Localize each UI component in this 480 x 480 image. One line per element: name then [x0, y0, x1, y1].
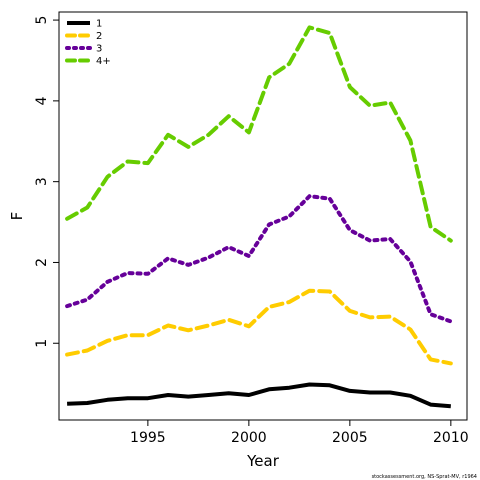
y-tick-label: 2: [34, 258, 50, 267]
x-tick-label: 2000: [231, 430, 267, 446]
series-line-1: [67, 382, 451, 409]
legend-label: 1: [96, 19, 102, 30]
series-lines: [65, 25, 453, 409]
legend-label: 4+: [96, 56, 111, 67]
x-axis: 1995 2000 2005 2010: [130, 420, 469, 446]
x-tick-label: 2005: [332, 430, 368, 446]
y-tick-label: 4: [34, 96, 50, 105]
legend-label: 3: [96, 44, 102, 55]
legend-label: 2: [96, 31, 102, 42]
y-tick-label: 1: [34, 339, 50, 348]
series-line-4: [65, 25, 453, 243]
y-tick-label: 3: [34, 177, 50, 186]
plot-frame: [58, 11, 468, 421]
x-tick-label: 2010: [433, 430, 469, 446]
y-tick-label: 5: [34, 16, 50, 25]
footnote: stockassessment.org, NS-Sprat-MV, r1964: [372, 474, 477, 480]
series-line-3: [65, 194, 453, 324]
x-axis-title: Year: [246, 452, 280, 470]
series-line-2: [65, 288, 453, 366]
legend: 12 34+: [65, 19, 111, 67]
y-axis: 1 2 3 4 5: [34, 16, 59, 348]
x-tick-label: 1995: [130, 430, 166, 446]
y-axis-title: F: [8, 212, 26, 221]
